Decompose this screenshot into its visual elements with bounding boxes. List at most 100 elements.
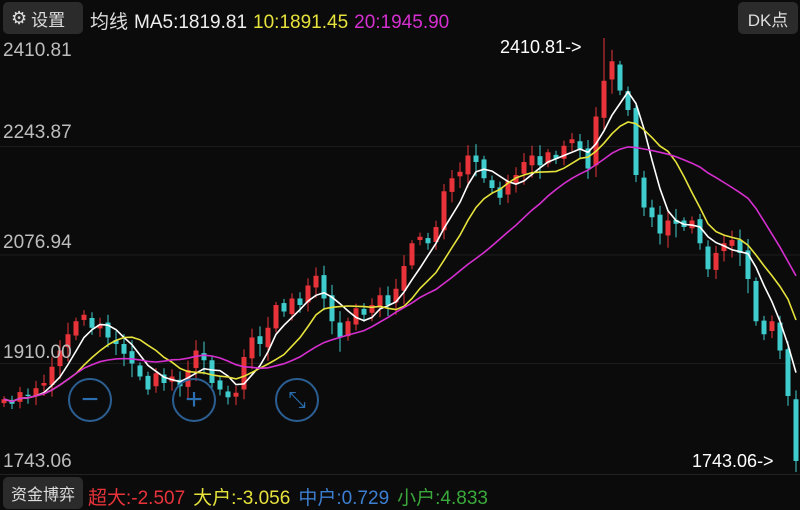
candle-body (401, 266, 407, 291)
ma5-value: MA5:1819.81 (134, 12, 248, 33)
candle-body (745, 250, 751, 280)
y-tick-label: 1910.00 (3, 342, 72, 363)
candle-body (617, 64, 623, 91)
settings-label: 设置 (31, 10, 66, 30)
fullscreen-button[interactable]: ⤡ (275, 378, 319, 422)
candle-body (193, 350, 199, 369)
dk-point-button[interactable]: DK点 (738, 2, 798, 34)
candle-body (673, 219, 679, 224)
candle-body (361, 308, 367, 315)
ma-legend: 均线 MA5:1819.81 10:1891.45 20:1945.90 (90, 7, 455, 34)
candle-body (385, 295, 391, 306)
candle-body (265, 327, 271, 348)
candle-body (585, 148, 591, 169)
candle-body (233, 392, 239, 397)
candle-body (777, 322, 783, 351)
candle-body (537, 156, 543, 166)
candle-body (329, 295, 335, 322)
candle-body (305, 285, 311, 303)
expand-icon: ⤡ (288, 387, 306, 412)
candle-body (609, 61, 615, 80)
candle-body (249, 337, 255, 359)
candle-body (457, 171, 463, 177)
candle-body (137, 365, 143, 377)
super-large-value: 超大:-2.507 (88, 488, 186, 509)
candle-body (393, 288, 399, 303)
candle-body (409, 243, 415, 266)
candle-body (577, 141, 583, 150)
candle-body (625, 91, 631, 111)
candle-body (441, 191, 447, 231)
candle-body (113, 340, 119, 345)
y-tick-label: 1743.06 (3, 451, 72, 472)
zoom-in-button[interactable]: + (172, 378, 216, 422)
candle-body (257, 336, 263, 345)
ma-title: 均线 (90, 12, 129, 33)
candle-body (33, 388, 39, 396)
candle-body (225, 391, 231, 398)
candle-body (529, 155, 535, 166)
candle-body (769, 321, 775, 332)
candle-body (705, 246, 711, 270)
plus-icon: + (185, 383, 203, 416)
candle-body (241, 356, 247, 390)
candle-body (417, 236, 423, 241)
zoom-out-button[interactable]: − (68, 378, 112, 422)
candle-body (753, 280, 759, 322)
candle-body (657, 214, 663, 234)
candle-body (161, 374, 167, 383)
candle-body (465, 155, 471, 175)
candle-body (729, 240, 735, 246)
y-tick-label: 2076.94 (3, 232, 72, 253)
candle-body (737, 240, 743, 254)
candle-body (489, 180, 495, 189)
candle-body (81, 314, 87, 320)
candle-body (57, 350, 63, 367)
top-toolbar: ⚙ 设置 均线 MA5:1819.81 10:1891.45 20:1945.90 D… (0, 0, 800, 36)
candle-body (553, 154, 559, 159)
candle-body (793, 399, 799, 461)
minus-icon: − (81, 383, 99, 416)
candle-body (433, 227, 439, 242)
candle-body (569, 139, 575, 144)
candle-body (761, 320, 767, 335)
small-value: 小户:4.833 (397, 488, 488, 509)
candle-body (721, 243, 727, 252)
candle-body (713, 253, 719, 270)
settings-button[interactable]: ⚙ 设置 (3, 2, 83, 34)
candle-body (289, 298, 295, 315)
candle-body (641, 177, 647, 208)
ma10-value: 10:1891.45 (253, 12, 349, 33)
candle-body (89, 318, 95, 328)
candle-body (545, 152, 551, 164)
candle-body (17, 392, 23, 402)
candle-body (97, 324, 103, 329)
candle-body (633, 108, 639, 176)
candle-body (201, 353, 207, 361)
candle-body (49, 366, 55, 385)
candle-body (449, 178, 455, 192)
candle-body (273, 305, 279, 329)
candle-body (73, 321, 79, 336)
large-value: 大户:-3.056 (193, 488, 291, 509)
candle-body (321, 275, 327, 299)
candle-body (337, 322, 343, 338)
y-tick-label: 2243.87 (3, 122, 72, 143)
gear-icon: ⚙ (11, 7, 28, 28)
fund-game-button[interactable]: 资金博弈 (3, 477, 83, 509)
candle-body (25, 394, 31, 396)
candle-body (313, 275, 319, 288)
medium-value: 中户:0.729 (298, 488, 390, 509)
candle-body (649, 207, 655, 218)
candle-body (121, 344, 127, 354)
ma20-value: 20:1945.90 (354, 12, 450, 33)
candle-body (209, 360, 215, 383)
high-marker-label: 2410.81-> (500, 37, 582, 57)
candlestick-chart[interactable] (0, 36, 800, 474)
candle-body (425, 238, 431, 244)
candle-body (297, 298, 303, 306)
low-marker-label: 1743.06-> (692, 451, 774, 471)
candle-body (145, 375, 151, 390)
candle-body (369, 305, 375, 313)
candle-body (281, 303, 287, 312)
